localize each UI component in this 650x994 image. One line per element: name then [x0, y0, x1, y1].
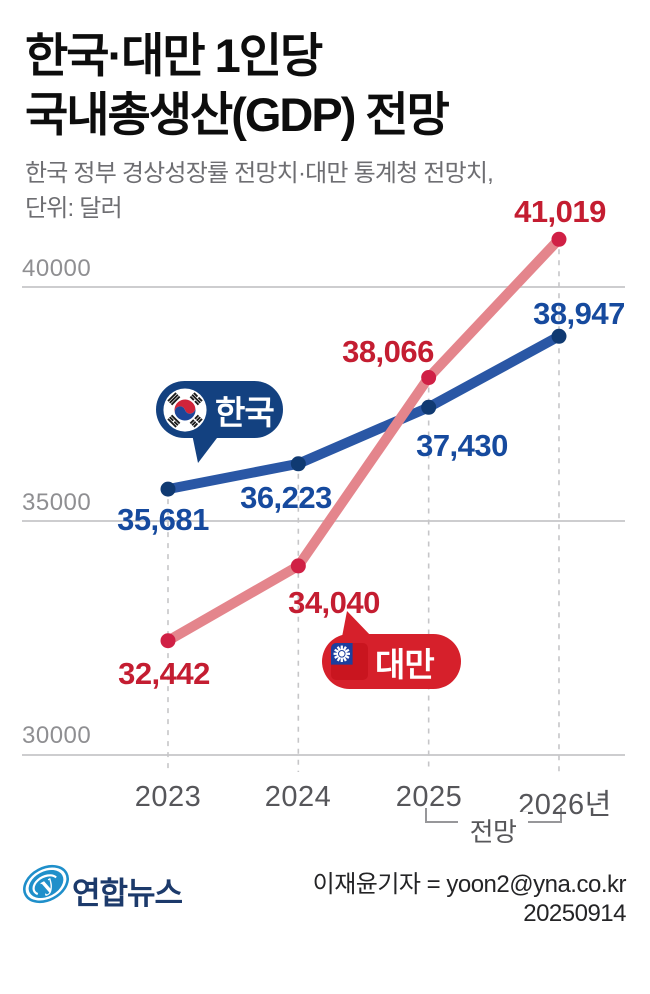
- taiwan-flag-icon: [331, 643, 368, 680]
- value-label-taiwan-2023: 32,442: [118, 656, 210, 691]
- publish-date: 20250914: [523, 900, 626, 927]
- xtick-2025: 2025: [395, 781, 463, 813]
- chart-unit-note: 단위: 달러: [25, 195, 123, 222]
- xtick-2024: 2024: [264, 781, 332, 813]
- korea-legend-badge: 한국: [156, 381, 283, 438]
- value-label-korea-2026: 38,947: [533, 296, 625, 331]
- chart-subtitle: 한국 정부 경상성장률 전망치·대만 통계청 전망치, 단위: 달러: [25, 156, 494, 226]
- value-label-korea-2025: 37,430: [416, 428, 508, 463]
- ytick-30000: 30000: [22, 722, 92, 749]
- taiwan-legend-badge: 대만: [322, 634, 461, 689]
- page-title: 한국·대만 1인당 국내총생산(GDP) 전망: [25, 26, 450, 144]
- chart-source-note: 한국 정부 경상성장률 전망치·대만 통계청 전망치,: [25, 160, 494, 187]
- ytick-40000: 40000: [22, 255, 92, 282]
- credit-block: 이재윤기자 = yoon2@yna.co.kr 20250914: [312, 870, 627, 928]
- xtick-2023: 2023: [134, 781, 202, 813]
- south-korea-flag-icon: [163, 387, 207, 432]
- page-title-line2: 국내총생산(GDP) 전망: [25, 88, 450, 141]
- page-title-line1: 한국·대만 1인당: [25, 29, 323, 82]
- brand-name: 연합뉴스: [72, 876, 183, 911]
- korea-legend-label: 한국: [215, 393, 275, 431]
- value-label-taiwan-2025: 38,066: [342, 334, 434, 369]
- korea-badge-tail: [192, 434, 220, 463]
- value-label-taiwan-2026: 41,019: [514, 194, 606, 229]
- byline: 이재윤기자 = yoon2@yna.co.kr: [312, 871, 627, 898]
- value-label-korea-2023: 35,681: [117, 502, 209, 537]
- yonhap-logo-icon: y: [23, 864, 69, 904]
- xtick-2026: 2026년: [518, 789, 612, 821]
- ytick-35000: 35000: [22, 489, 92, 516]
- forecast-label: 전망: [458, 812, 528, 849]
- value-label-taiwan-2024: 34,040: [288, 585, 380, 620]
- value-label-korea-2024: 36,223: [240, 480, 332, 515]
- taiwan-legend-label: 대만: [375, 645, 435, 683]
- taiwan-badge-tail: [342, 611, 372, 637]
